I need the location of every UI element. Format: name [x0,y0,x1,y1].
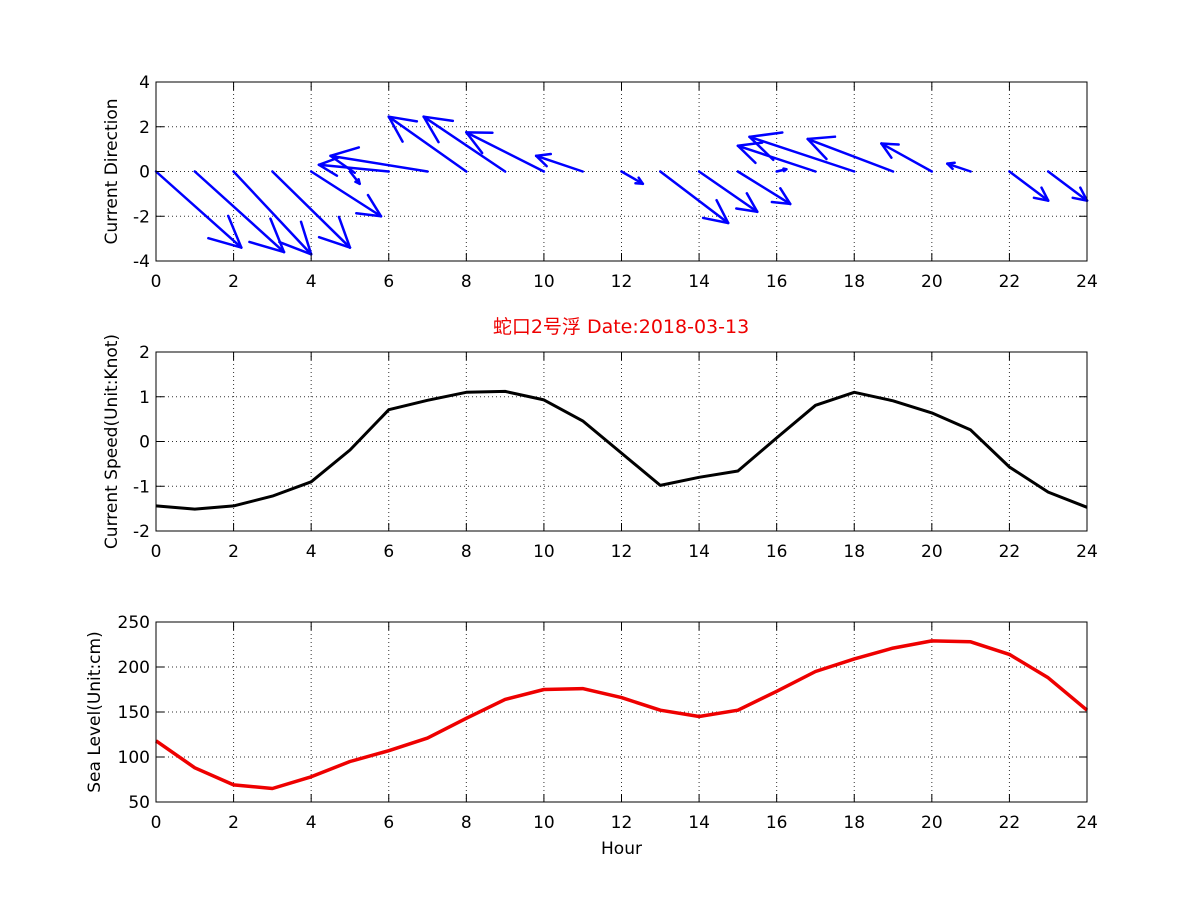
speed-x-tick-label: 22 [999,542,1021,562]
sea-level-x-tick-label: 8 [461,813,472,833]
sea-level-y-tick-label: 100 [118,748,150,768]
speed-x-tick-label: 16 [766,542,788,562]
speed-y-tick-label: 1 [139,388,150,408]
sea-level-x-tick-label: 24 [1076,813,1098,833]
sea-level-x-tick-label: 16 [766,813,788,833]
speed-y-tick-label: -1 [133,477,150,497]
sea-level-y-axis-label: Sea Level(Unit:cm) [85,631,105,792]
speed-series-line [155,389,1088,511]
current-vector [1046,170,1089,202]
direction-x-tick-label: 18 [843,272,865,292]
speed-x-tick-label: 14 [688,542,710,562]
current-vector [697,170,759,214]
sea-level-y-tick-label: 250 [118,613,150,633]
sea-level-series-line [155,639,1089,791]
current-vector [659,170,730,225]
speed-x-tick-label: 24 [1076,542,1098,562]
direction-x-tick-label: 2 [228,272,239,292]
current-vector [534,152,584,173]
current-vector [736,141,817,173]
speed-x-tick-label: 6 [383,542,394,562]
sea-level-x-tick-label: 6 [383,813,394,833]
current-vector [775,167,788,173]
current-vector [387,115,468,173]
current-vector [271,170,352,249]
speed-x-tick-label: 8 [461,542,472,562]
speed-x-tick-label: 20 [921,542,943,562]
direction-x-tick-label: 8 [461,272,472,292]
sea-level-y-tick-label: 200 [118,658,150,678]
current-vector [748,131,856,173]
current-vector [348,170,361,186]
current-vector [736,170,792,206]
direction-y-tick-label: -2 [133,207,150,227]
speed-x-tick-label: 4 [306,542,317,562]
sea-level-x-tick-label: 12 [611,813,633,833]
current-vector [880,142,934,173]
direction-x-tick-label: 24 [1076,272,1098,292]
direction-x-tick-label: 10 [533,272,555,292]
direction-x-tick-label: 4 [306,272,317,292]
direction-y-tick-label: -4 [133,252,150,272]
sea-level-x-tick-label: 10 [533,813,555,833]
direction-x-tick-label: 14 [688,272,710,292]
sea-level-x-tick-label: 0 [151,813,162,833]
speed-x-tick-label: 12 [611,542,633,562]
speed-y-tick-label: -2 [133,522,150,542]
speed-x-tick-label: 10 [533,542,555,562]
direction-y-tick-label: 2 [139,118,150,138]
current-vector [946,161,972,173]
speed-x-tick-label: 18 [843,542,865,562]
direction-x-tick-label: 12 [611,272,633,292]
speed-x-tick-label: 2 [228,542,239,562]
direction-x-tick-label: 22 [999,272,1021,292]
speed-y-axis-label: Current Speed(Unit:Knot) [102,334,122,549]
speed-y-tick-label: 2 [139,343,150,363]
speed-x-tick-label: 0 [151,542,162,562]
sea-level-x-tick-label: 14 [688,813,710,833]
direction-y-tick-label: 4 [139,73,150,93]
current-vector [465,131,546,173]
sea-level-y-tick-label: 150 [118,703,150,723]
current-vector [154,170,243,249]
current-vector [422,115,507,173]
sea-level-y-tick-label: 50 [128,793,150,813]
current-vector [193,170,286,254]
current-vector [309,170,383,218]
current-vector [806,135,895,173]
sea-level-x-tick-label: 22 [999,813,1021,833]
sea-level-x-axis-label: Hour [601,839,642,859]
direction-x-tick-label: 20 [921,272,943,292]
current-vector [620,170,645,186]
direction-x-tick-label: 6 [383,272,394,292]
sea-level-x-tick-label: 18 [843,813,865,833]
direction-y-tick-label: 0 [139,163,150,183]
sea-level-x-tick-label: 2 [228,813,239,833]
speed-y-tick-label: 0 [139,433,150,453]
sea-level-x-tick-label: 4 [306,813,317,833]
direction-x-tick-label: 16 [766,272,788,292]
current-vector [1008,170,1050,202]
figure-title: 蛇口2号浮 Date:2018-03-13 [493,316,749,338]
direction-y-axis-label: Current Direction [102,98,122,244]
direction-x-tick-label: 0 [151,272,162,292]
current-vector [329,146,429,174]
current-vector [232,170,313,256]
sea-level-x-tick-label: 20 [921,813,943,833]
